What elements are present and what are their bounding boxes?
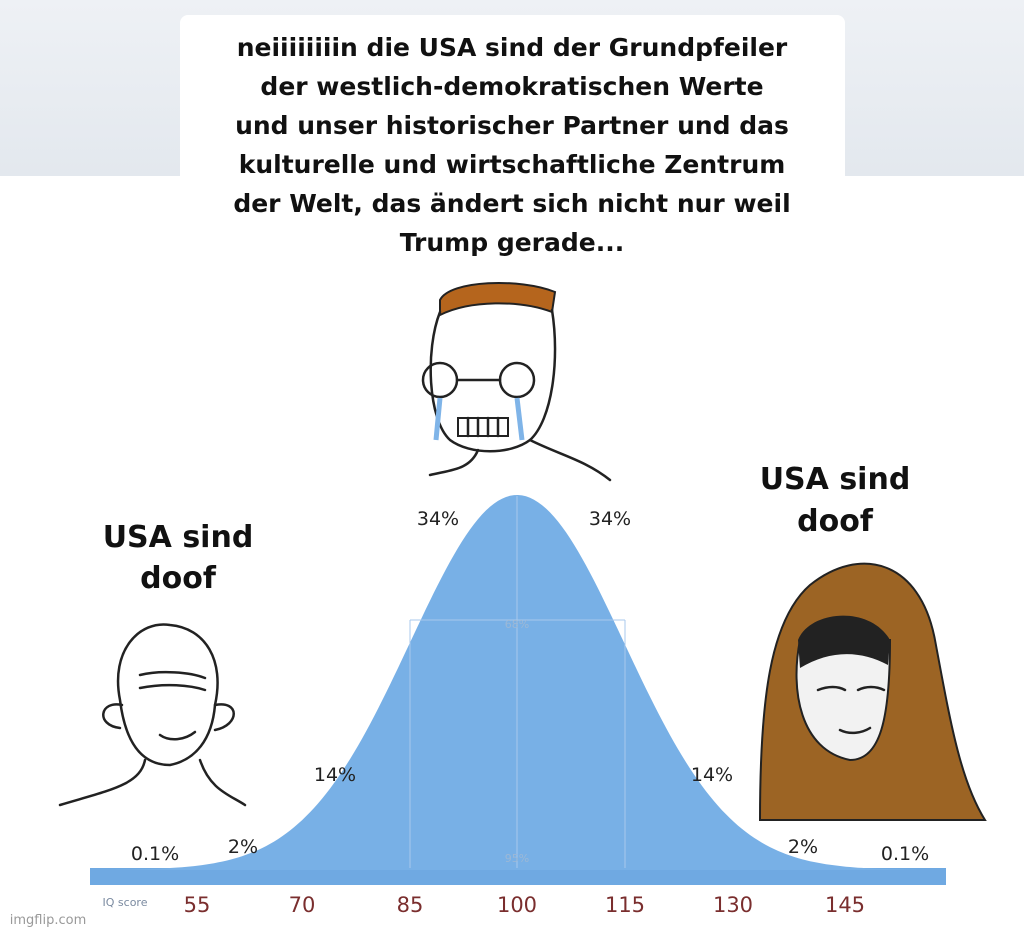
inner-label: 95%: [505, 852, 529, 865]
percent-label: 0.1%: [131, 843, 179, 865]
percent-label: 14%: [314, 764, 356, 786]
percent-label: 34%: [417, 508, 459, 530]
left-label: USA sind: [103, 520, 254, 555]
bell-curve: [90, 495, 946, 870]
axis-label: 115: [605, 893, 645, 917]
caption-line: und unser historischer Partner und das: [235, 111, 789, 140]
right-label: USA sind: [760, 462, 911, 497]
caption-line: der Welt, das ändert sich nicht nur weil: [233, 189, 790, 218]
axis-label: 85: [397, 893, 424, 917]
percent-label: 34%: [589, 508, 631, 530]
percent-label: 14%: [691, 764, 733, 786]
caption-line: der westlich-demokratischen Werte: [260, 72, 763, 101]
percent-label: 2%: [228, 836, 258, 858]
axis-label: 100: [497, 893, 537, 917]
caption: neiiiiiiiin die USA sind der Grundpfeile…: [233, 33, 790, 257]
axis-strip: [90, 868, 946, 885]
caption-line: Trump gerade...: [400, 228, 624, 257]
percent-label: 0.1%: [881, 843, 929, 865]
axis-title: IQ score: [103, 896, 148, 909]
caption-line: kulturelle und wirtschaftliche Zentrum: [239, 150, 786, 179]
right-label: doof: [797, 504, 874, 539]
axis-label: 70: [289, 893, 316, 917]
axis-label: 55: [184, 893, 211, 917]
axis-label: 130: [713, 893, 753, 917]
watermark: imgflip.com: [10, 913, 86, 928]
inner-label: 68%: [505, 618, 529, 631]
caption-box: [180, 15, 845, 190]
percent-label: 2%: [788, 836, 818, 858]
right-character: [758, 562, 987, 821]
caption-line: neiiiiiiiin die USA sind der Grundpfeile…: [237, 33, 788, 62]
axis-label: 145: [825, 893, 865, 917]
left-label: doof: [140, 561, 217, 596]
left-character: [58, 623, 247, 807]
center-character: [421, 281, 612, 482]
